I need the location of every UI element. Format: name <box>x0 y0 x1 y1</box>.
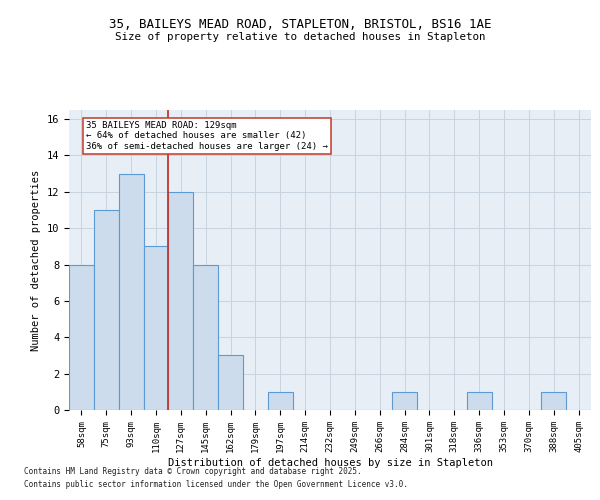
Text: 35 BAILEYS MEAD ROAD: 129sqm
← 64% of detached houses are smaller (42)
36% of se: 35 BAILEYS MEAD ROAD: 129sqm ← 64% of de… <box>86 121 328 150</box>
Bar <box>119 174 143 410</box>
Bar <box>541 392 566 410</box>
Bar <box>69 264 94 410</box>
Bar <box>193 264 218 410</box>
Bar <box>143 246 169 410</box>
Text: Size of property relative to detached houses in Stapleton: Size of property relative to detached ho… <box>115 32 485 42</box>
Bar <box>467 392 491 410</box>
Bar <box>392 392 417 410</box>
Text: 35, BAILEYS MEAD ROAD, STAPLETON, BRISTOL, BS16 1AE: 35, BAILEYS MEAD ROAD, STAPLETON, BRISTO… <box>109 18 491 30</box>
Text: Contains public sector information licensed under the Open Government Licence v3: Contains public sector information licen… <box>24 480 408 489</box>
X-axis label: Distribution of detached houses by size in Stapleton: Distribution of detached houses by size … <box>167 458 493 468</box>
Text: Contains HM Land Registry data © Crown copyright and database right 2025.: Contains HM Land Registry data © Crown c… <box>24 467 362 476</box>
Bar <box>268 392 293 410</box>
Y-axis label: Number of detached properties: Number of detached properties <box>31 170 41 350</box>
Bar <box>169 192 193 410</box>
Bar <box>218 356 243 410</box>
Bar <box>94 210 119 410</box>
